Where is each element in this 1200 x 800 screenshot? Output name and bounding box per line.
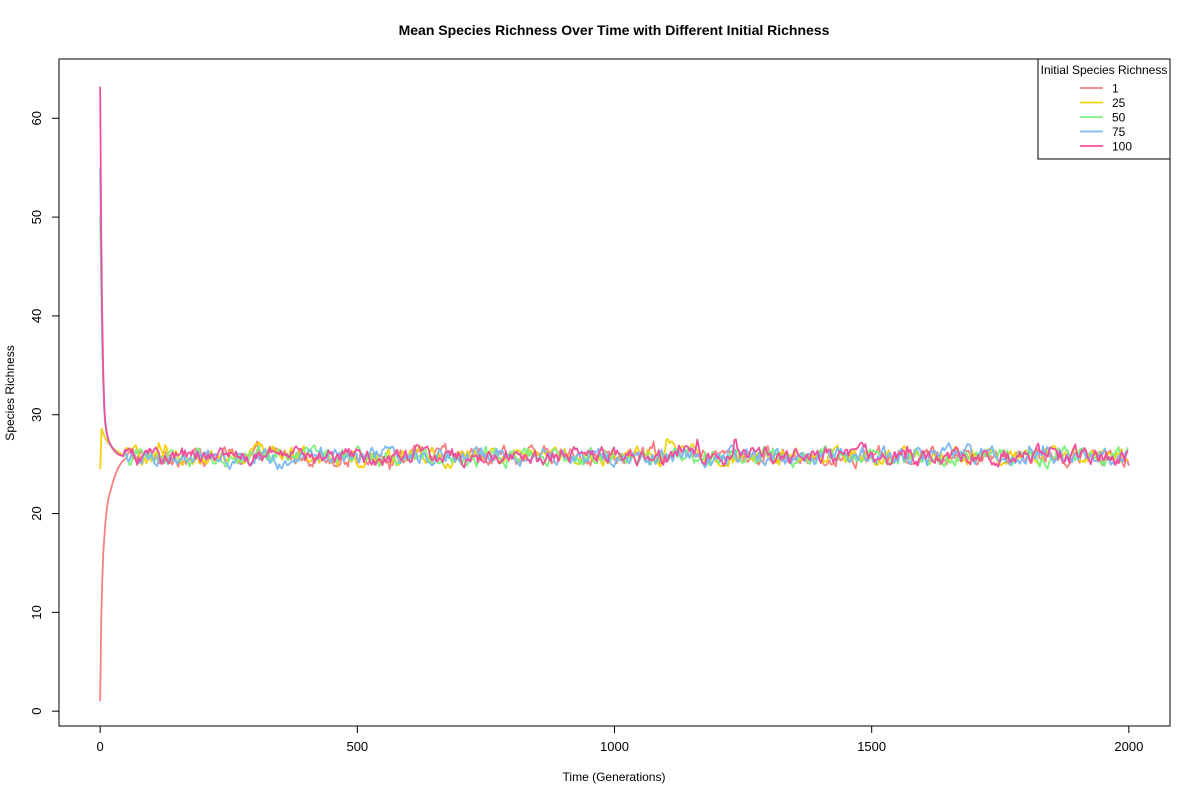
series-layer xyxy=(99,86,1130,702)
y-tick-label: 60 xyxy=(29,111,44,125)
series-line-75 xyxy=(99,167,1129,471)
x-axis-label: Time (Generations) xyxy=(563,770,666,784)
x-tick-label: 2000 xyxy=(1114,739,1143,754)
y-tick-label: 0 xyxy=(29,708,44,715)
y-tick-label: 20 xyxy=(29,506,44,520)
x-tick-label: 500 xyxy=(346,739,368,754)
series-line-100 xyxy=(99,86,1129,469)
legend-label-25: 25 xyxy=(1112,96,1126,110)
y-tick-label: 40 xyxy=(29,309,44,323)
x-tick-label: 1000 xyxy=(600,739,629,754)
y-tick-label: 50 xyxy=(29,210,44,224)
plot-frame xyxy=(58,58,1171,727)
x-tick-label: 0 xyxy=(97,739,104,754)
legend-box xyxy=(1037,58,1171,160)
y-tick-label: 30 xyxy=(29,407,44,421)
x-tick-label: 1500 xyxy=(857,739,886,754)
legend-label-1: 1 xyxy=(1112,82,1119,96)
y-tick-label: 10 xyxy=(29,605,44,619)
legend-label-50: 50 xyxy=(1112,111,1126,125)
x-axis: 0 500 1000 1500 2000 xyxy=(97,726,1143,754)
y-axis: 0 10 20 30 40 50 60 xyxy=(29,111,59,715)
chart-title: Mean Species Richness Over Time with Dif… xyxy=(399,22,830,38)
series-line-1 xyxy=(99,440,1130,702)
legend-label-100: 100 xyxy=(1112,140,1132,154)
legend-label-75: 75 xyxy=(1112,125,1126,139)
y-axis-label: Species Richness xyxy=(3,345,17,440)
series-line-50 xyxy=(99,217,1129,470)
legend-title: Initial Species Richness xyxy=(1041,63,1168,77)
